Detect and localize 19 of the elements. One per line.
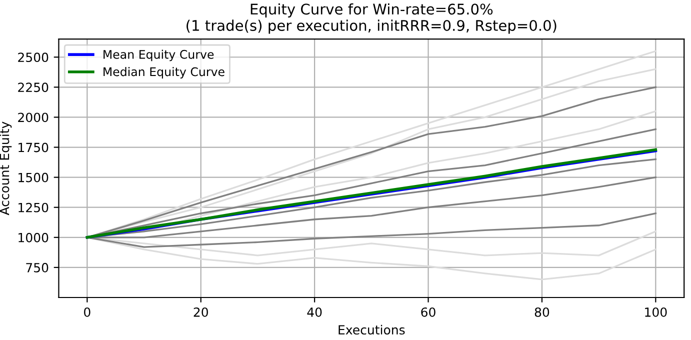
y-tick-label: 2500 [18, 52, 48, 62]
chart-title: Equity Curve for Win-rate=65.0% (1 trade(s) per execution, initRRR=0.9, Rstep=0.0) [186, 3, 556, 34]
y-tick-label: 750 [26, 262, 48, 272]
x-tick-label: 60 [421, 307, 436, 317]
y-tick-label: 2250 [18, 82, 48, 92]
y-tick-label: 1250 [18, 202, 48, 212]
y-tick-label: 1750 [18, 142, 48, 152]
y-tick-label: 2000 [18, 112, 48, 122]
x-tick-label: 40 [307, 307, 322, 317]
x-tick-label: 0 [84, 307, 90, 317]
legend-label: Mean Equity Curve [104, 50, 214, 62]
y-axis-title: Account Equity [0, 122, 12, 216]
x-axis-title: Executions [338, 324, 405, 335]
y-tick-label: 1000 [18, 232, 48, 242]
x-tick-label: 80 [534, 307, 550, 317]
legend-label: Median Equity Curve [104, 67, 224, 78]
x-tick-label: 20 [194, 307, 208, 317]
x-tick-label: 100 [645, 307, 667, 317]
y-tick-label: 1500 [18, 172, 48, 182]
